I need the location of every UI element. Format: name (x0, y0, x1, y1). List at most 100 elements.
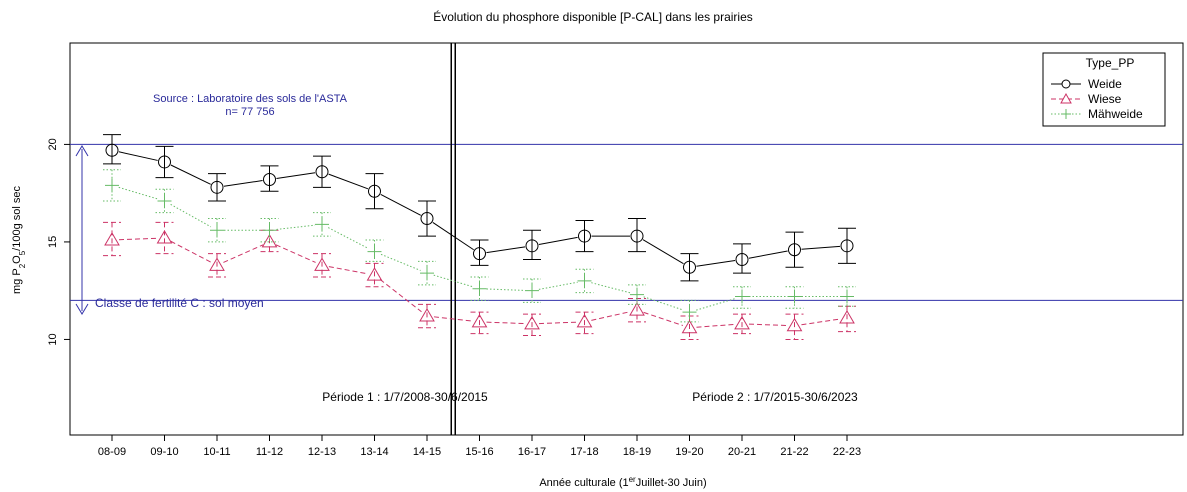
x-tick-label: 14-15 (413, 446, 441, 458)
series-segment (170, 164, 211, 185)
data-point (315, 165, 329, 179)
data-point (156, 230, 173, 244)
series-segment (327, 227, 369, 249)
series-segment (276, 172, 316, 179)
data-point (630, 229, 644, 243)
x-tick-label: 10-11 (203, 446, 230, 458)
data-point (368, 184, 381, 198)
series-segment (328, 266, 368, 275)
data-point (419, 308, 435, 322)
data-point (525, 283, 539, 298)
series-segment (118, 237, 158, 241)
y-tick-label: 10 (47, 333, 59, 345)
series-weide (103, 134, 856, 282)
series-segment (696, 260, 736, 267)
plot-frame (69, 42, 1184, 436)
y-tick-label: 15 (47, 236, 59, 248)
series-mähweide (103, 169, 856, 323)
data-point (420, 212, 434, 226)
series-segment (433, 274, 473, 288)
series-segment (380, 253, 421, 271)
data-point (735, 289, 749, 304)
data-point (420, 266, 434, 281)
data-point (629, 302, 645, 316)
y-axis: 10 15 20 (47, 138, 70, 346)
data-point (840, 289, 854, 304)
series-segment (538, 281, 578, 290)
series-wiese (103, 221, 856, 340)
x-tick-label: 09-10 (150, 446, 178, 458)
series-segment (801, 318, 841, 326)
series-segment (486, 288, 526, 291)
x-tick-label: 22-23 (833, 446, 861, 458)
sample-size-annotation: n= 77 756 (225, 106, 274, 118)
x-tick-label: 08-09 (98, 446, 126, 458)
series-segment (223, 244, 264, 263)
data-point (366, 267, 383, 281)
legend-label: Weide (1088, 77, 1122, 91)
series-segment (275, 244, 316, 263)
fertility-class-annotation: Classe de fertilité C : sol moyen (95, 296, 264, 310)
x-tick-label: 15-16 (465, 446, 493, 458)
x-tick-label: 20-21 (728, 446, 756, 458)
legend-label: Wiese (1088, 92, 1122, 106)
series-segment (696, 323, 736, 328)
series-segment (432, 221, 474, 251)
data-point (787, 289, 802, 304)
x-tick-label: 13-14 (360, 446, 388, 458)
series-segment (223, 180, 263, 187)
series-segment (538, 236, 578, 246)
source-annotation: Source : Laboratoire des sols de l'ASTA (153, 93, 348, 105)
series-segment (380, 194, 422, 216)
legend-marker (1061, 109, 1071, 119)
data-point (210, 180, 224, 194)
period-2-label: Période 2 : 1/7/2015-30/6/2023 (692, 390, 858, 404)
series-segment (486, 321, 526, 325)
x-tick-label: 12-13 (308, 446, 336, 458)
data-point (209, 257, 225, 271)
data-point (315, 217, 329, 232)
y-axis-label: mg P2O5/100g sol sec (11, 186, 27, 294)
series-segment (538, 321, 578, 325)
series-segment (748, 250, 788, 259)
data-point (681, 319, 698, 334)
data-point (261, 233, 278, 248)
x-tick-label: 19-20 (675, 446, 703, 458)
series-segment (379, 278, 422, 313)
data-point (788, 243, 801, 257)
fertility-range-arrow (75, 145, 89, 315)
series-segment (643, 296, 684, 311)
y-tick-label: 20 (47, 138, 59, 150)
data-point (578, 229, 591, 243)
series-segment (591, 311, 631, 321)
series-segment (170, 203, 212, 228)
legend-title: Type_PP (1086, 56, 1135, 70)
data-point (840, 239, 854, 253)
data-point (473, 247, 486, 261)
series-segment (642, 239, 684, 265)
series-segment (118, 186, 158, 200)
series-segment (328, 173, 369, 190)
series-segment (748, 323, 788, 327)
data-point (525, 239, 539, 253)
series-segment (486, 246, 526, 254)
data-point (735, 252, 749, 266)
chart-title: Évolution du phosphore disponible [P-CAL… (433, 9, 753, 24)
period-1-label: Période 1 : 1/7/2008-30/6/2015 (322, 390, 488, 404)
data-point (157, 193, 172, 208)
series-segment (801, 245, 841, 250)
x-tick-label: 17-18 (570, 446, 598, 458)
data-point (104, 231, 120, 246)
series-segment (643, 311, 684, 326)
data-point (105, 178, 119, 193)
data-point (683, 260, 696, 274)
x-axis-label: Année culturale (1erJuillet-30 Juin) (539, 475, 706, 490)
data-point (734, 315, 750, 330)
data-point (263, 173, 276, 187)
series-segment (433, 316, 473, 322)
x-tick-label: 21-22 (780, 446, 808, 458)
legend-label: Mähweide (1088, 107, 1143, 121)
data-point (577, 273, 592, 288)
series-segment (170, 240, 212, 263)
